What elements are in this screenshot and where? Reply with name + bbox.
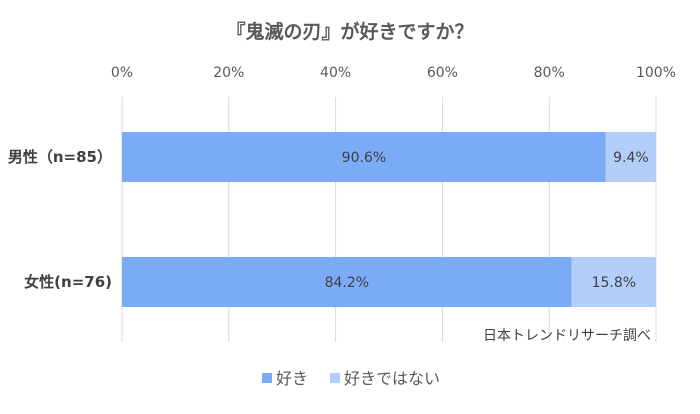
legend: 好き 好きではない	[262, 369, 440, 388]
x-tick-label: 60%	[427, 65, 458, 81]
x-tick-label: 20%	[213, 65, 244, 81]
legend-swatch	[262, 373, 272, 383]
x-tick-label: 80%	[534, 65, 565, 81]
x-tick-label: 100%	[636, 65, 676, 81]
x-tick-label: 0%	[111, 65, 133, 81]
bar-segment	[122, 257, 572, 307]
x-axis-tick-labels: 0% 20% 40% 60% 80% 100%	[111, 65, 676, 81]
legend-swatch	[330, 373, 341, 383]
category-label: 女性(n=76)	[24, 273, 112, 291]
source-annotation: 日本トレンドリサーチ調べ	[483, 328, 651, 344]
bar-segment	[571, 257, 656, 307]
x-tick-label: 40%	[320, 65, 351, 81]
data-label: 90.6%	[342, 150, 386, 166]
chart-title: 『鬼滅の刃』が好きですか？	[226, 20, 473, 43]
bar-segment	[605, 132, 656, 182]
bar-segment	[122, 132, 606, 182]
data-label: 9.4%	[613, 150, 649, 166]
legend-label: 好きではない	[344, 369, 440, 388]
bars: 90.6% 9.4% 84.2% 15.8%	[122, 132, 656, 307]
category-label: 男性（n=85）	[8, 148, 112, 166]
category-labels: 男性（n=85） 女性(n=76)	[8, 148, 112, 291]
legend-label: 好き	[276, 369, 308, 388]
data-label: 15.8%	[592, 275, 636, 291]
data-label: 84.2%	[325, 275, 369, 291]
